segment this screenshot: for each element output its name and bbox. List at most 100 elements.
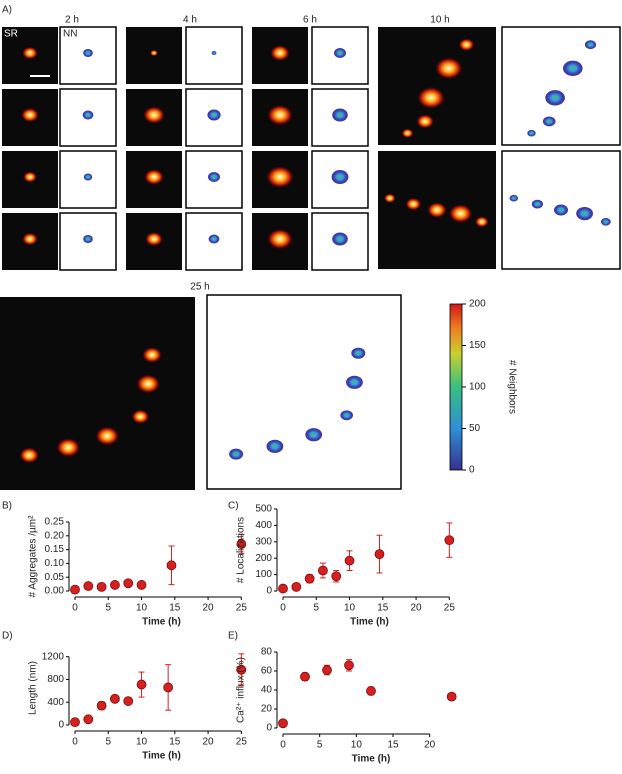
- colorbar-label: # Neighbors: [506, 360, 517, 414]
- colorbar-scale: [449, 303, 463, 471]
- sr-spot: [22, 232, 38, 246]
- colorbar-tick-label: 0: [469, 465, 475, 476]
- data-point: [444, 535, 455, 546]
- nn-spot: [82, 110, 94, 120]
- y-tick-label: 0: [58, 720, 64, 731]
- y-tick-label: 40: [261, 685, 273, 696]
- nn-spot: [332, 108, 348, 122]
- nn-image: [59, 150, 117, 209]
- nn-spot: [331, 170, 349, 184]
- panel-label: A): [2, 5, 12, 16]
- x-tick-label: 25: [236, 603, 248, 614]
- x-tick-label: 20: [411, 603, 423, 614]
- y-tick-label: 300: [255, 536, 272, 547]
- x-tick-label: 10: [344, 603, 356, 614]
- sr-spot: [21, 107, 39, 123]
- y-tick-label: 0: [266, 586, 272, 597]
- nn-image: [185, 150, 243, 209]
- y-tick-label: 0: [266, 723, 272, 734]
- data-point: [83, 714, 94, 725]
- sr-spot: [266, 165, 294, 189]
- y-tick-label: 0.10: [45, 558, 65, 569]
- sr-spot: [427, 202, 447, 218]
- data-point: [318, 565, 328, 576]
- y-tick-label: 1200: [42, 651, 65, 662]
- x-tick-label: 20: [203, 737, 215, 748]
- data-point: [70, 717, 80, 728]
- charts: B) 0 5 10 15 20 25 0.00 0.05 0.10 0.15 0.20 0.25 Time…: [2, 501, 457, 765]
- nn-spot: [208, 172, 220, 182]
- x-axis-label: Time (h): [350, 617, 389, 628]
- data-point: [291, 582, 302, 592]
- panel-label: E): [228, 631, 238, 642]
- nn-spot: [83, 235, 93, 243]
- data-point: [344, 660, 354, 671]
- sr-spot: [383, 193, 396, 203]
- y-tick-label: 0.05: [45, 572, 65, 583]
- y-tick-label: 0.00: [45, 586, 65, 597]
- sr-spot: [143, 106, 165, 124]
- nn-spot: [545, 90, 565, 106]
- y-tick-label: 800: [47, 674, 64, 685]
- sr-spot: [145, 231, 163, 247]
- panel-label: D): [2, 631, 13, 642]
- nn-spot: [83, 49, 93, 57]
- data-point: [304, 573, 315, 584]
- data-point: [344, 555, 355, 566]
- y-tick-label: 0.25: [45, 517, 65, 528]
- x-tick-label: 5: [105, 603, 111, 614]
- nn-spot: [332, 232, 348, 246]
- nn-spot: [211, 51, 217, 55]
- nn-spot: [266, 439, 284, 453]
- x-tick-label: 20: [424, 740, 436, 751]
- x-tick-label: 5: [313, 603, 319, 614]
- data-point: [70, 584, 80, 595]
- data-point: [236, 664, 247, 675]
- sr-spot: [270, 45, 290, 61]
- data-point: [366, 686, 376, 696]
- x-tick-label: 5: [317, 740, 323, 751]
- y-axis-label: Ca²⁺ influx (%): [236, 657, 247, 723]
- x-tick-label: 15: [169, 603, 181, 614]
- y-axis-label: # Aggregates /µm²: [28, 515, 39, 598]
- nn-spot: [334, 48, 346, 58]
- nn-image: [206, 294, 402, 490]
- y-tick-label: 0.15: [45, 544, 65, 555]
- image-label: NN: [63, 29, 77, 40]
- data-point: [136, 679, 147, 690]
- x-tick-label: 0: [72, 737, 78, 748]
- data-point: [96, 581, 107, 592]
- sr-spot: [458, 38, 475, 52]
- sr-spot: [405, 197, 422, 211]
- colorbar-tick-label: 150: [469, 340, 486, 351]
- x-axis-label: Time (h): [352, 754, 391, 765]
- x-tick-label: 15: [387, 740, 399, 751]
- y-axis-label: # Localizations: [236, 517, 247, 583]
- sr-spot: [416, 114, 435, 129]
- data-point: [123, 696, 134, 706]
- sr-spot: [136, 374, 161, 394]
- x-tick-label: 10: [136, 603, 148, 614]
- nn-spot: [340, 410, 353, 421]
- colorbar: # Neighbors 0 50 100 150 200: [449, 299, 517, 476]
- x-tick-label: 15: [377, 603, 389, 614]
- sr-spot: [267, 104, 293, 126]
- time-label: 10 h: [430, 15, 449, 26]
- x-tick-label: 0: [72, 603, 78, 614]
- nn-spot: [554, 204, 568, 216]
- sr-spot: [22, 46, 38, 60]
- sr-spot: [267, 228, 293, 250]
- x-tick-label: 25: [444, 603, 456, 614]
- sr-spot: [19, 447, 40, 464]
- x-axis-label: Time (h): [142, 751, 181, 762]
- y-tick-label: 400: [255, 520, 272, 531]
- data-point: [163, 682, 174, 693]
- nn-spot: [351, 347, 366, 359]
- sr-spot: [144, 169, 164, 185]
- y-tick-label: 60: [261, 666, 273, 677]
- nn-spot: [531, 199, 544, 209]
- nn-image: [501, 26, 621, 146]
- colorbar-tick-label: 100: [469, 382, 486, 393]
- x-tick-label: 0: [280, 740, 286, 751]
